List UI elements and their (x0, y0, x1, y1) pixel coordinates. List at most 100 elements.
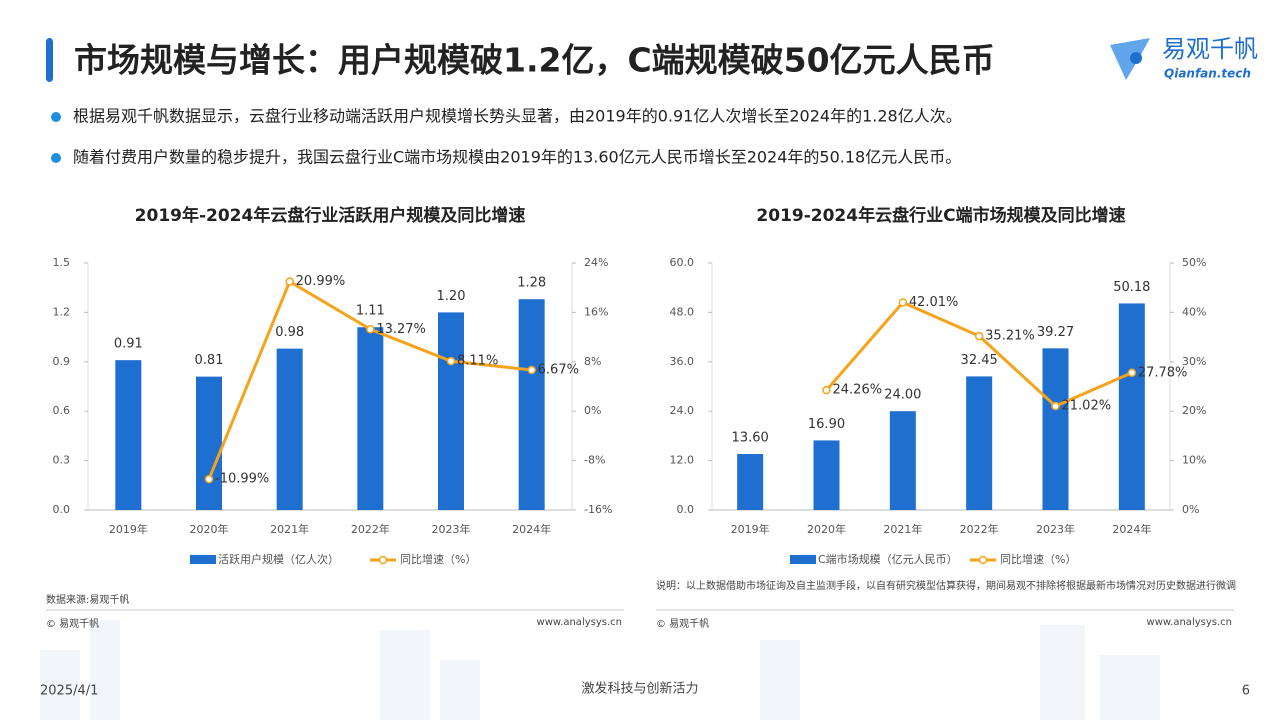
source-note: 数据来源:易观千帆 (46, 593, 129, 606)
line-label: 35.21% (985, 329, 1035, 344)
line-point (1127, 368, 1137, 378)
slide-title: 市场规模与增长：用户规模破1.2亿，C端规模破50亿元人民币 (74, 41, 995, 80)
bar-label: 39.27 (1037, 325, 1074, 340)
x-tick-label: 2023年 (432, 522, 471, 536)
line-point (974, 331, 984, 341)
bar-label: 1.11 (356, 304, 385, 319)
y-tick-label: 0.3 (53, 454, 71, 467)
y-tick-label: 60.0 (670, 256, 695, 269)
chart-title: 2019-2024年云盘行业C端市场规模及同比增速 (756, 205, 1125, 226)
bar-label: 32.45 (961, 353, 998, 368)
bar-label: 0.98 (275, 325, 304, 340)
logo: 易观千帆 Qianfan.tech (1110, 35, 1258, 81)
bar-label: 0.91 (114, 337, 143, 352)
y2-tick-label: 50% (1182, 256, 1206, 269)
y-tick-label: 0.6 (53, 404, 71, 417)
line-point (527, 365, 536, 375)
y2-tick-label: -8% (584, 454, 605, 467)
y2-tick-label: 8% (584, 355, 601, 368)
source-note: 说明：以上数据借助市场征询及自主监测手段，以自有研究模型估算获得，期间易观不排除… (656, 579, 1236, 592)
bullet-text: 根据易观千帆数据显示，云盘行业移动端活跃用户规模增长势头显著，由2019年的0.… (73, 107, 962, 126)
y-tick-label: 1.2 (53, 305, 71, 318)
bar-label: 1.28 (517, 276, 546, 291)
skyline (40, 620, 1160, 720)
y2-tick-label: 30% (1182, 355, 1206, 368)
y2-tick-label: 20% (1182, 404, 1206, 417)
line-label: 20.99% (296, 274, 346, 289)
bar-label: 13.60 (732, 431, 769, 446)
line-point (204, 474, 214, 484)
line-label: 8.11% (457, 354, 498, 369)
bar-label: 16.90 (808, 417, 845, 432)
x-tick-label: 2020年 (807, 522, 846, 536)
legend-swatch (790, 555, 816, 564)
line-label: 13.27% (376, 322, 426, 337)
bar (1118, 303, 1145, 510)
x-tick-label: 2020年 (190, 522, 229, 536)
legend-swatch (378, 555, 388, 565)
line-point (898, 298, 908, 307)
line-point (446, 356, 456, 366)
y-tick-label: 1.5 (53, 256, 71, 269)
x-tick-label: 2019年 (731, 522, 770, 536)
bullet-text: 随着付费用户数量的稳步提升，我国云盘行业C端市场规模由2019年的13.60亿元… (73, 148, 961, 167)
line-point (366, 325, 375, 334)
logo-text: 易观千帆 (1162, 35, 1258, 63)
page-number: 6 (1242, 684, 1250, 699)
bar (115, 360, 142, 510)
line-label: 27.78% (1138, 365, 1188, 380)
x-tick-label: 2024年 (512, 522, 551, 536)
bar (357, 327, 384, 510)
bar (196, 376, 222, 510)
legend-swatch (190, 555, 216, 564)
bar-label: 24.00 (884, 388, 921, 403)
line-label: -10.99% (215, 472, 269, 487)
site: www.analysys.cn (537, 617, 622, 628)
legend-label: 活跃用户规模（亿人次） (218, 552, 339, 566)
footer-slogan: 激发科技与创新活力 (581, 681, 698, 697)
site: www.analysys.cn (1147, 617, 1232, 628)
line-label: 6.67% (538, 363, 579, 378)
bar (518, 299, 545, 510)
y-tick-label: 12.0 (670, 454, 695, 467)
bar (889, 411, 916, 510)
bullet-dot (51, 153, 61, 163)
y-tick-label: 0.0 (53, 503, 71, 516)
y-tick-label: 48.0 (670, 305, 695, 318)
x-tick-label: 2022年 (960, 522, 999, 536)
bar (438, 312, 464, 510)
x-tick-label: 2021年 (270, 522, 309, 536)
source-line: 说明：以上数据借助市场征询及自主监测手段，以自有研究模型估算获得，期间易观不排除… (656, 579, 1236, 592)
line-point (285, 277, 294, 286)
line-label: 24.26% (833, 383, 883, 398)
y2-tick-label: 16% (584, 305, 608, 318)
legend-label: C端市场规模（亿元人民币） (818, 552, 958, 566)
title-accent (46, 38, 53, 82)
x-tick-label: 2022年 (351, 522, 390, 536)
logo-sub: Qianfan.tech (1164, 67, 1251, 81)
line-point (822, 385, 831, 395)
bar-label: 1.20 (437, 289, 466, 304)
x-tick-label: 2023年 (1036, 522, 1075, 536)
bar (1042, 348, 1069, 510)
x-tick-label: 2021年 (883, 522, 922, 536)
bar (813, 440, 840, 510)
y2-tick-label: -16% (584, 503, 612, 516)
y2-tick-label: 24% (584, 256, 608, 269)
footer-date: 2025/4/1 (40, 684, 98, 699)
line-point (1051, 401, 1060, 411)
copyright: © 易观千帆 (46, 617, 99, 630)
y2-tick-label: 40% (1182, 305, 1206, 318)
legend-swatch (978, 555, 988, 565)
y2-tick-label: 0% (584, 404, 601, 417)
bullet-dot (51, 112, 61, 122)
line-label: 21.02% (1062, 399, 1112, 414)
chart-title: 2019年-2024年云盘行业活跃用户规模及同比增速 (135, 205, 526, 226)
bar-label: 50.18 (1113, 280, 1150, 295)
copyright: © 易观千帆 (656, 617, 709, 630)
legend-label: 同比增速（%） (400, 552, 476, 566)
bar (966, 376, 993, 510)
x-tick-label: 2024年 (1112, 522, 1151, 536)
y2-tick-label: 0% (1182, 503, 1199, 516)
